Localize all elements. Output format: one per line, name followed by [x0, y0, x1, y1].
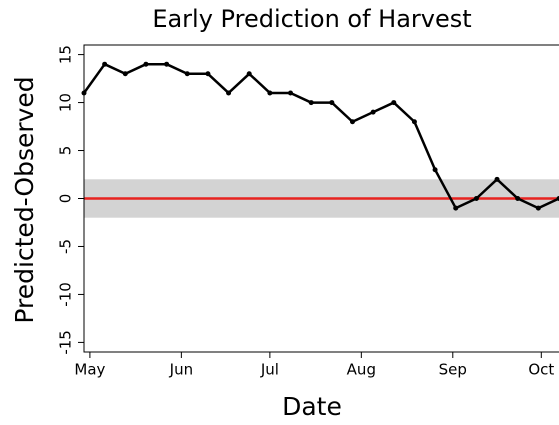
x-tick-label: Aug: [347, 361, 376, 379]
data-point: [122, 71, 128, 77]
data-point: [226, 90, 232, 96]
data-point: [556, 196, 559, 201]
data-point: [473, 196, 479, 201]
data-point: [205, 71, 211, 77]
data-point: [349, 119, 355, 125]
data-point: [329, 100, 335, 106]
y-tick-label: 10: [57, 93, 75, 112]
data-point: [453, 205, 459, 211]
y-tick-label: -15: [57, 330, 75, 355]
data-point: [267, 90, 273, 96]
data-point: [288, 90, 294, 96]
data-point: [535, 205, 541, 211]
x-axis-label: Date: [282, 392, 342, 421]
data-point: [246, 71, 252, 77]
x-tick-label: Sep: [439, 361, 467, 379]
y-tick-label: -10: [57, 282, 75, 307]
data-point: [102, 61, 108, 67]
data-point: [143, 61, 149, 67]
x-tick-label: Jul: [260, 361, 279, 379]
data-point: [184, 71, 190, 77]
data-point: [308, 100, 314, 106]
y-tick-label: 5: [57, 146, 75, 156]
chart-title: Early Prediction of Harvest: [152, 5, 471, 33]
data-point: [432, 167, 438, 173]
y-tick-label: -5: [57, 239, 75, 254]
data-point: [411, 119, 417, 125]
data-point: [370, 109, 376, 115]
y-tick-label: 0: [57, 194, 75, 204]
data-point: [391, 100, 397, 106]
data-point: [494, 176, 500, 182]
x-tick-label: Jun: [169, 361, 193, 379]
data-point: [164, 61, 170, 67]
y-axis-label: Predicted-Observed: [10, 76, 39, 323]
y-tick-label: 15: [57, 45, 75, 64]
x-tick-label: Oct: [528, 361, 554, 379]
x-tick-label: May: [74, 361, 105, 379]
data-point: [515, 196, 521, 201]
data-line: [82, 62, 559, 210]
data-point: [81, 90, 87, 96]
